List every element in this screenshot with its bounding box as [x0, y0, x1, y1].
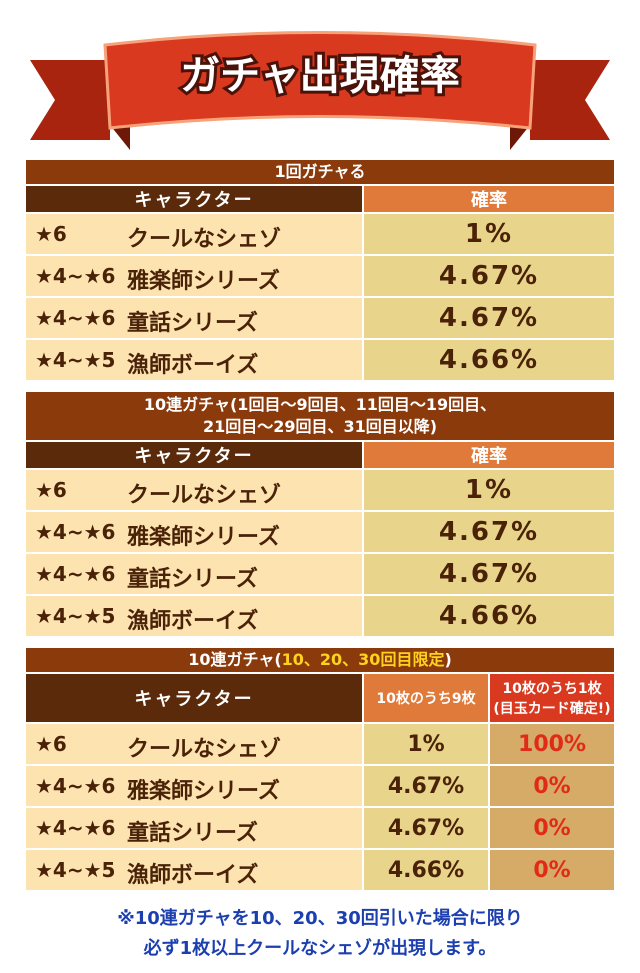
- character-name: 漁師ボーイズ: [127, 609, 259, 634]
- column-header-text: 確率: [471, 446, 507, 467]
- row-bg: [26, 298, 362, 338]
- column-header-text: キャラクター: [134, 689, 254, 710]
- banner: ガチャ出現確率: [30, 31, 610, 150]
- row-bg: [26, 470, 362, 510]
- rank: ★6: [35, 478, 67, 502]
- column-header: 10枚のうち1枚 (目玉カード確定!): [490, 674, 614, 722]
- rate: 4.67%: [364, 554, 614, 594]
- ribbon-tail: [530, 60, 610, 140]
- row-bg: [26, 724, 362, 764]
- row-bg: [26, 766, 362, 806]
- heading-text: ): [444, 650, 452, 669]
- rank: ★4~★5: [35, 858, 116, 882]
- row-bg: [26, 808, 362, 848]
- column-header: 10枚のうち9枚: [364, 674, 488, 722]
- rate: 4.67%: [364, 766, 488, 806]
- row-bg: [26, 850, 362, 890]
- rate: 1%: [364, 724, 488, 764]
- rate: 1%: [364, 470, 614, 510]
- heading-text: 10、20、30回目限定: [281, 650, 445, 669]
- character-name: 童話シリーズ: [127, 311, 258, 336]
- rate: 100%: [490, 724, 614, 764]
- section-heading: 1回ガチャる: [26, 160, 614, 184]
- column-header-text: キャラクター: [134, 446, 254, 467]
- ribbon: [103, 31, 537, 130]
- title: ガチャ出現確率: [180, 53, 460, 99]
- heading-text: 10連ガチャ(1回目～9回目、11回目～19回目、: [143, 395, 497, 414]
- character-name: 漁師ボーイズ: [127, 863, 259, 888]
- rank: ★4~★5: [35, 348, 116, 372]
- section-heading: 10連ガチャ(1回目～9回目、11回目～19回目、 21回目～29回目、31回目以…: [26, 392, 614, 440]
- ribbon-fold: [510, 125, 530, 150]
- ribbon-fold: [110, 125, 130, 150]
- column-header: キャラクター: [26, 186, 362, 212]
- rank: ★4~★6: [35, 264, 116, 288]
- row-bg: [26, 256, 362, 296]
- column-header-text: 10枚のうち9枚: [376, 691, 476, 707]
- row-bg: [26, 554, 362, 594]
- character-name: 雅楽師シリーズ: [127, 525, 280, 550]
- column-header: キャラクター: [26, 674, 362, 722]
- heading-text: 1回ガチャる: [274, 162, 366, 181]
- column-header-text: 10枚のうち1枚: [502, 681, 602, 697]
- heading-text: 21回目～29回目、31回目以降): [202, 417, 438, 436]
- character-name: クールなシェゾ: [127, 483, 282, 508]
- rate: 0%: [490, 766, 614, 806]
- row-bg: [26, 340, 362, 380]
- rate: 0%: [490, 850, 614, 890]
- heading-text: 10連ガチャ(: [188, 650, 282, 669]
- character-name: 童話シリーズ: [127, 567, 258, 592]
- column-header-text: 確率: [471, 190, 507, 211]
- rate: 4.66%: [364, 340, 614, 380]
- column-header: 確率: [364, 186, 614, 212]
- rank: ★4~★5: [35, 604, 116, 628]
- character-name: 雅楽師シリーズ: [127, 779, 280, 804]
- row-bg: [26, 214, 362, 254]
- column-header-text: (目玉カード確定!): [493, 701, 611, 717]
- rate: 4.66%: [364, 850, 488, 890]
- column-header: キャラクター: [26, 442, 362, 468]
- rank: ★4~★6: [35, 306, 116, 330]
- character-name: クールなシェゾ: [127, 227, 282, 252]
- rank: ★6: [35, 732, 67, 756]
- row-bg: [26, 596, 362, 636]
- rank: ★6: [35, 222, 67, 246]
- rank: ★4~★6: [35, 562, 116, 586]
- rate: 4.66%: [364, 596, 614, 636]
- rate: 4.67%: [364, 808, 488, 848]
- ribbon-tail: [30, 60, 110, 140]
- character-name: 雅楽師シリーズ: [127, 269, 280, 294]
- rank: ★4~★6: [35, 520, 116, 544]
- row-bg: [26, 512, 362, 552]
- section-heading: 10連ガチャ(10、20、30回目限定): [26, 648, 614, 672]
- rank: ★4~★6: [35, 816, 116, 840]
- character-name: クールなシェゾ: [127, 737, 282, 762]
- column-header: 確率: [364, 442, 614, 468]
- rate: 1%: [364, 214, 614, 254]
- rate: 0%: [490, 808, 614, 848]
- rank: ★4~★6: [35, 774, 116, 798]
- note: ※10連ガチャを10、20、30回引いた場合に限り: [117, 908, 523, 929]
- rate: 4.67%: [364, 512, 614, 552]
- character-name: 童話シリーズ: [127, 821, 258, 846]
- rate: 4.67%: [364, 256, 614, 296]
- character-name: 漁師ボーイズ: [127, 353, 259, 378]
- rate: 4.67%: [364, 298, 614, 338]
- note: 必ず1枚以上クールなシェゾが出現します。: [143, 938, 497, 959]
- column-header-text: キャラクター: [134, 190, 254, 211]
